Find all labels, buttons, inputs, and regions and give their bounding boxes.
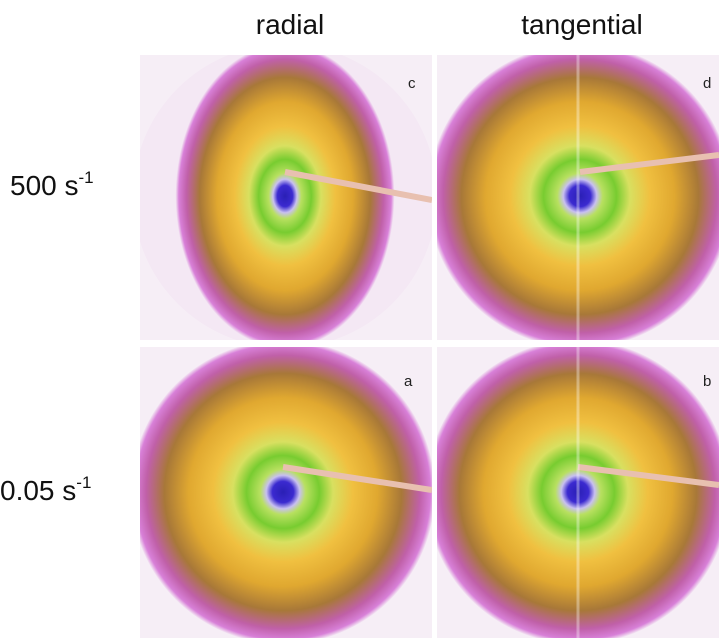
panel-letter: d [703,75,711,92]
panel-letter: a [404,373,413,390]
pattern-panel [131,340,435,638]
pattern-panel [133,44,437,348]
row-exponent: -1 [79,168,94,187]
row-label: 0.05 s-1 [0,473,91,506]
column-header: tangential [521,9,642,40]
pattern-panel [426,340,719,638]
row-label: 500 s-1 [10,168,94,201]
row-exponent: -1 [76,473,91,492]
panel-letter: b [703,373,711,390]
panel-letter: c [408,75,416,92]
pattern-panel [428,44,719,348]
figure: radial tangential 500 s-1 0.05 s-1 c d a… [0,0,719,638]
row-text: 0.05 s [0,475,76,506]
row-text: 500 s [10,170,79,201]
column-header: radial [256,9,324,40]
